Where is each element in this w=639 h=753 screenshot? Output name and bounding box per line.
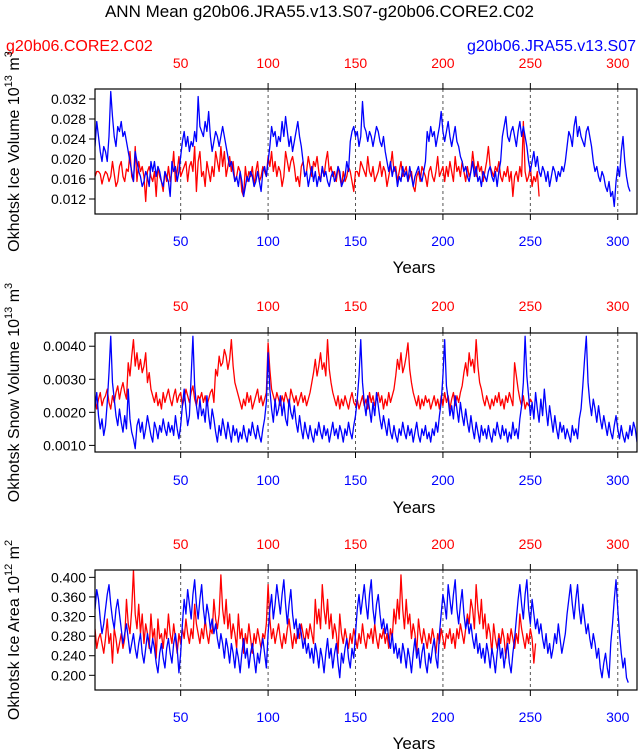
x-tick-label-top: 200 [431,55,455,71]
plot-frame [94,88,638,215]
plot-frame [94,569,638,691]
y-tick-label: 0.016 [51,171,86,187]
x-tick-label-bottom: 100 [256,233,280,249]
y-tick-label: 0.280 [51,628,86,644]
y-axis-label-exponent: 12 [3,564,15,576]
y-axis-label-unit-exponent: 3 [3,51,15,57]
y-axis-label-unit-exponent: 3 [3,283,15,289]
x-tick-label-top: 50 [173,55,189,71]
x-tick-label-top: 50 [173,536,189,552]
y-axis-label-text: Okhotsk Ice Area 10 [6,576,23,720]
y-tick-label: 0.032 [51,91,86,107]
x-axis-label: Years [393,258,436,277]
series-line-red [95,338,533,410]
y-tick-label: 0.240 [51,648,86,664]
y-axis-label-text: Okhotsk Snow Volume 10 [6,319,23,502]
x-tick-label-top: 300 [606,298,630,314]
x-tick-label-top: 300 [606,55,630,71]
x-tick-label-bottom: 200 [431,472,455,488]
x-tick-label-top: 100 [256,55,280,71]
x-tick-label-bottom: 100 [256,472,280,488]
x-tick-label-bottom: 300 [606,709,630,725]
y-axis-label-exponent: 13 [3,75,15,87]
x-tick-label-bottom: 250 [519,233,543,249]
x-axis-label: Years [393,734,436,753]
x-tick-label-bottom: 50 [173,472,189,488]
y-tick-label: 0.360 [51,589,86,605]
x-tick-label-bottom: 300 [606,472,630,488]
y-tick-label: 0.0030 [43,371,86,387]
plot-frame [94,332,638,453]
x-tick-label-bottom: 200 [431,233,455,249]
x-tick-label-top: 250 [519,536,543,552]
y-tick-label: 0.200 [51,667,86,683]
x-tick-label-bottom: 150 [344,709,368,725]
x-tick-label-top: 150 [344,298,368,314]
y-tick-label: 0.028 [51,111,86,127]
series-line-blue [95,90,631,208]
x-tick-label-top: 100 [256,298,280,314]
y-axis-label-unit: m [6,546,23,564]
x-tick-label-top: 200 [431,298,455,314]
x-tick-label-top: 300 [606,536,630,552]
x-tick-label-bottom: 300 [606,233,630,249]
x-tick-label-bottom: 150 [344,233,368,249]
y-axis-label-unit: m [6,289,23,307]
snow-volume-panel: 0.0010 0.0020 0.0030 0.0040 50 50 100 100 150 150… [3,283,638,517]
x-tick-label-bottom: 250 [519,472,543,488]
y-tick-label: 0.400 [51,569,86,585]
x-axis-label: Years [393,498,436,517]
x-tick-label-top: 150 [344,55,368,71]
x-tick-label-bottom: 200 [431,709,455,725]
legend-blue-label: g20b06.JRA55.v13.S07 [467,38,636,55]
x-tick-label-top: 200 [431,536,455,552]
y-axis-label-unit-exponent: 2 [3,540,15,546]
x-tick-label-top: 50 [173,298,189,314]
y-tick-label: 0.0010 [43,437,86,453]
y-tick-label: 0.024 [51,131,86,147]
y-axis-label: Okhotsk Ice Volume 1013 m3 [3,51,23,252]
y-tick-label: 0.020 [51,151,86,167]
x-tick-label-bottom: 250 [519,709,543,725]
y-axis-label-text: Okhotsk Ice Volume 10 [6,87,23,252]
series-line-red [95,570,537,664]
figure-title: ANN Mean g20b06.JRA55.v13.S07-g20b06.COR… [105,2,534,21]
y-tick-label: 0.012 [51,191,86,207]
ice-volume-panel: 0.012 0.016 0.020 0.024 0.028 0.032 50 50 100 100… [3,51,638,277]
x-tick-label-top: 100 [256,536,280,552]
x-tick-label-top: 250 [519,298,543,314]
y-axis-label: Okhotsk Ice Area 1012 m2 [3,540,23,720]
x-tick-label-top: 250 [519,55,543,71]
legend-red-label: g20b06.CORE2.C02 [6,38,153,55]
y-axis-label-exponent: 13 [3,307,15,319]
x-tick-label-bottom: 150 [344,472,368,488]
x-tick-label-bottom: 100 [256,709,280,725]
series-line-blue [95,579,629,683]
y-axis-label: Okhotsk Snow Volume 1013 m3 [3,283,23,502]
y-tick-label: 0.0040 [43,338,86,354]
y-tick-label: 0.0020 [43,404,86,420]
y-tick-label: 0.320 [51,609,86,625]
ice-area-panel: 0.200 0.240 0.280 0.320 0.360 0.400 50 50 100 100… [3,536,638,753]
y-axis-label-unit: m [6,57,23,75]
x-tick-label-bottom: 50 [173,709,189,725]
series-line-blue [95,335,637,450]
series-line-red [95,120,540,203]
x-tick-label-top: 150 [344,536,368,552]
x-tick-label-bottom: 50 [173,233,189,249]
